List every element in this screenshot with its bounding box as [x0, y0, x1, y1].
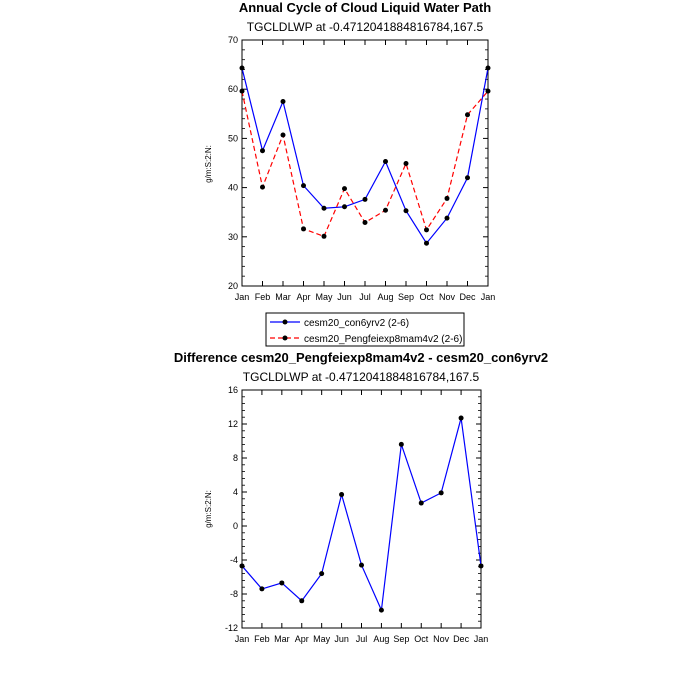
- chart1-series-1-point: [424, 240, 429, 246]
- chart2-ytick-label: -4: [230, 555, 238, 565]
- chart2-title: Difference cesm20_Pengfeiexp8mam4v2 - ce…: [174, 350, 548, 365]
- legend-marker-series-2: [282, 335, 288, 341]
- chart2-xtick-label: Jan: [235, 634, 250, 644]
- chart1-xtick-label: Jan: [481, 292, 496, 302]
- chart1-legend: cesm20_con6yrv2 (2-6) cesm20_Pengfeiexp8…: [265, 312, 465, 347]
- chart2-xtick-label: Nov: [433, 634, 450, 644]
- chart1-series-2-point: [280, 132, 286, 138]
- chart1-xtick-label: May: [315, 292, 333, 302]
- chart1-series-1-point: [260, 148, 265, 154]
- chart1-series-2-point: [362, 220, 368, 226]
- chart2-xtick-label: Sep: [393, 634, 409, 644]
- chart2-series-1-point: [239, 563, 245, 569]
- chart1-xtick-label: Jun: [337, 292, 352, 302]
- chart1-series-2-point: [260, 184, 265, 190]
- chart2-series-1-point: [418, 500, 424, 506]
- chart2-series-1-point: [319, 571, 325, 577]
- chart1-series-2-point: [444, 195, 450, 201]
- chart1-series-1-point: [280, 99, 286, 104]
- chart1-xtick-label: Dec: [459, 292, 476, 302]
- chart1-series-1-point: [321, 205, 327, 211]
- chart2-xtick-label: May: [313, 634, 331, 644]
- chart1-series-1-point: [444, 215, 450, 221]
- chart2-series-1-point: [378, 607, 384, 613]
- chart1-plot: 20 30 40 50 60 70 Jan Feb Mar Apr May Jun Jul Aug Sep O…: [228, 35, 495, 302]
- chart1-series-2-point: [321, 233, 327, 239]
- chart1-ytick-label: 50: [228, 133, 238, 143]
- chart1-xtick-label: Aug: [377, 292, 393, 302]
- chart1-series-2-point: [465, 112, 470, 118]
- chart2-plot: -12 -8 -4 0 4 8 12 16 Jan Feb Mar Apr May Jun Jul Aug Se…: [225, 385, 488, 644]
- chart1-series-2-point: [403, 160, 409, 166]
- chart1-title: Annual Cycle of Cloud Liquid Water Path: [239, 0, 491, 15]
- chart2-xtick-label: Aug: [373, 634, 389, 644]
- chart1-xtick-label: Mar: [275, 292, 291, 302]
- chart1-xtick-label: Apr: [296, 292, 310, 302]
- chart1-xtick-label: Nov: [439, 292, 456, 302]
- chart1-xtick-label: Oct: [419, 292, 434, 302]
- chart1-series-2-point: [485, 88, 491, 94]
- chart2-series-1-point: [259, 586, 265, 592]
- chart1-ytick-label: 40: [228, 183, 238, 193]
- chart2-xtick-label: Mar: [274, 634, 290, 644]
- chart1-series-1-line: [241, 67, 489, 245]
- chart2-ylabel: g/m:S:2:N:: [204, 490, 213, 528]
- chart2-frame: [241, 389, 482, 629]
- chart2-series-1-line: [241, 417, 482, 613]
- chart1-series-1-point: [465, 175, 470, 181]
- chart2-xtick-label: Feb: [254, 634, 270, 644]
- chart1-ytick-label: 20: [228, 281, 238, 291]
- chart1-subtitle: TGCLDLWP at -0.4712041884816784,167.5: [247, 20, 484, 34]
- chart2-ytick-label: -12: [225, 623, 238, 633]
- chart1-series-1-point: [383, 159, 388, 165]
- chart2-subtitle: TGCLDLWP at -0.4712041884816784,167.5: [243, 370, 480, 384]
- chart1-series-2-line: [241, 90, 489, 238]
- chart2-ytick-label: -8: [230, 589, 238, 599]
- chart2-xtick-label: Oct: [414, 634, 429, 644]
- chart1-series-2-point: [342, 186, 347, 192]
- chart1-ytick-label: 30: [228, 232, 238, 242]
- chart1-series-1-point: [403, 208, 409, 214]
- chart2-ytick-label: 8: [233, 453, 238, 463]
- chart2-series-1-point: [478, 563, 484, 569]
- chart2-series-1-point: [339, 492, 345, 498]
- chart2-series-1-point: [438, 490, 444, 496]
- legend-label-series-2: cesm20_Pengfeiexp8mam4v2 (2-6): [304, 334, 462, 345]
- chart1-frame: [241, 39, 489, 287]
- chart2-series-1-point: [279, 580, 285, 586]
- chart1-series-1-point: [342, 204, 347, 210]
- chart2-ytick-label: 12: [228, 419, 238, 429]
- legend-marker-series-1: [282, 319, 288, 325]
- chart1-xtick-label: Sep: [398, 292, 414, 302]
- chart1-series-1-point: [362, 196, 368, 202]
- chart1-ylabel: g/m:S:2:N:: [204, 145, 213, 183]
- chart1-series-1-point: [301, 183, 306, 189]
- legend-label-series-1: cesm20_con6yrv2 (2-6): [304, 318, 409, 329]
- chart1-series-2-point: [383, 207, 388, 213]
- chart2-ytick-label: 16: [228, 385, 238, 395]
- chart1-series-2-point: [301, 226, 306, 232]
- chart1-xtick-label: Jul: [359, 292, 371, 302]
- chart2-xtick-label: Jan: [474, 634, 489, 644]
- chart2-series-1-point: [398, 441, 404, 447]
- chart1-series-2-point: [424, 227, 429, 233]
- chart1-xtick-label: Jan: [235, 292, 250, 302]
- legend-box: [265, 312, 465, 347]
- chart1-xtick-label: Feb: [255, 292, 271, 302]
- chart2-xtick-label: Jul: [356, 634, 368, 644]
- chart2-ytick-label: 4: [233, 487, 238, 497]
- chart1-series-2-point: [239, 88, 245, 94]
- chart1-series-1-point: [485, 65, 491, 71]
- chart2-series-1-point: [359, 562, 364, 568]
- chart1-ytick-label: 70: [228, 35, 238, 45]
- chart2-ytick-label: 0: [233, 521, 238, 531]
- chart2-xtick-label: Jun: [334, 634, 349, 644]
- chart2-xtick-label: Dec: [453, 634, 470, 644]
- chart1-ytick-label: 60: [228, 84, 238, 94]
- chart2-series-1-point: [458, 415, 464, 421]
- chart1-series-1-point: [239, 65, 245, 71]
- chart2-xtick-label: Apr: [295, 634, 309, 644]
- chart2-series-1-point: [299, 598, 305, 604]
